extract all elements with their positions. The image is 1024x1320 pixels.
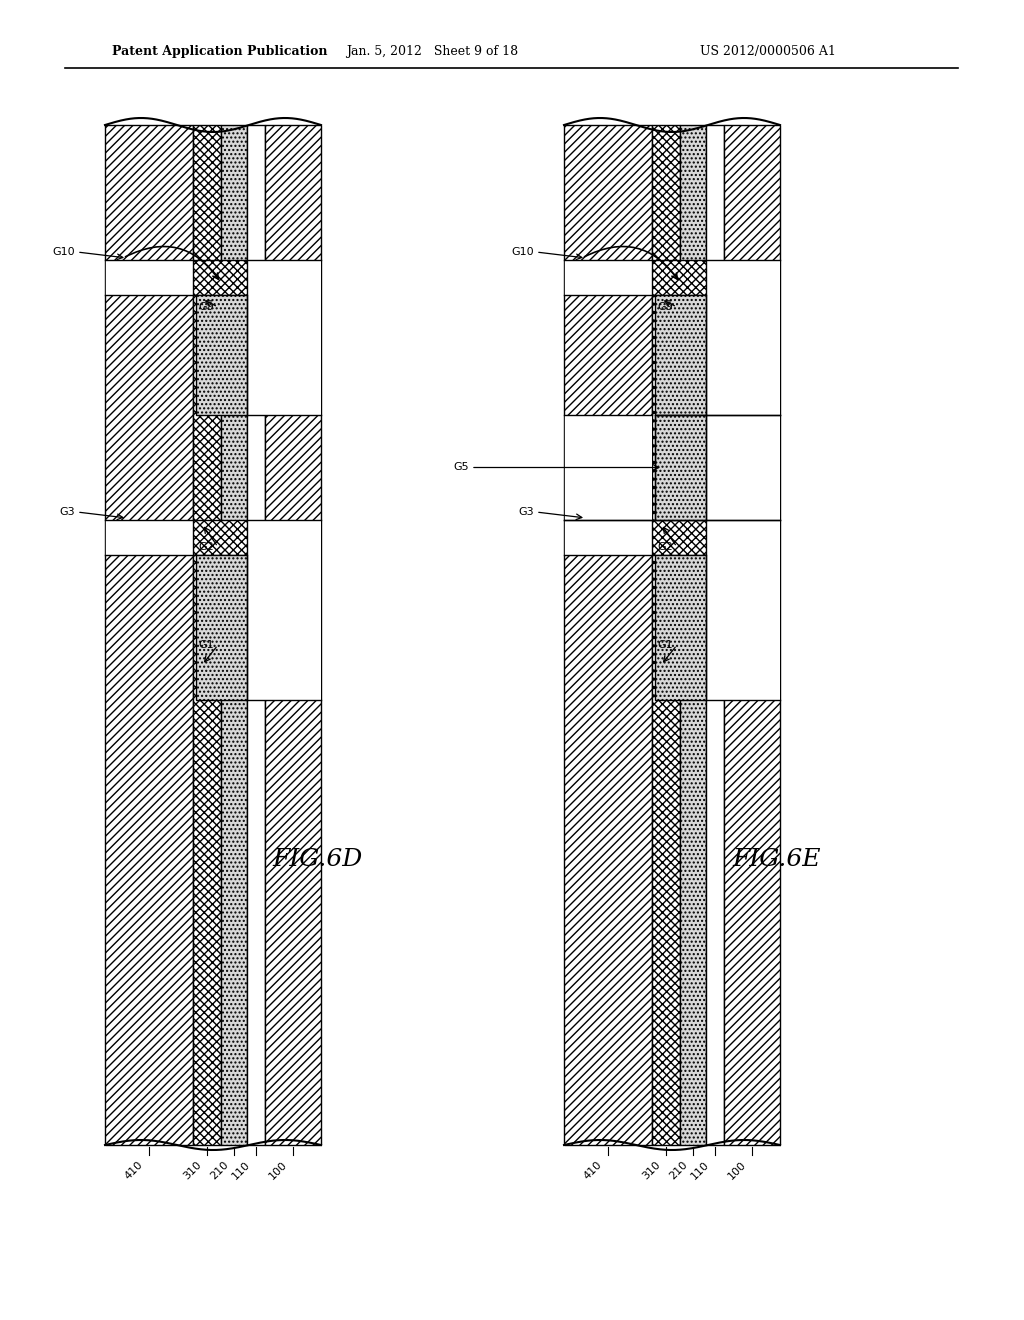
Text: G1: G1 [198,640,214,649]
Bar [193,125,221,1144]
Bar [564,125,652,1144]
Bar [652,260,706,294]
Bar [655,554,706,700]
Text: G10: G10 [52,247,75,257]
Bar [652,125,680,1144]
Bar [706,125,724,1144]
Bar [221,125,247,1144]
Bar [193,520,247,554]
Bar [564,520,652,554]
Bar [655,414,706,520]
Bar [247,260,321,414]
Text: G2: G2 [198,543,214,552]
Text: G1: G1 [657,640,673,649]
Text: 210: 210 [208,1159,230,1181]
Bar [655,294,706,414]
Text: FIG.6D: FIG.6D [272,849,364,871]
Bar [196,554,247,700]
Text: 310: 310 [181,1159,203,1181]
Text: G5: G5 [454,462,469,473]
Bar [265,125,321,1144]
Text: G2: G2 [657,543,673,552]
Text: G3: G3 [59,507,75,517]
Text: Jan. 5, 2012   Sheet 9 of 18: Jan. 5, 2012 Sheet 9 of 18 [346,45,518,58]
Text: US 2012/0000506 A1: US 2012/0000506 A1 [700,45,836,58]
Text: FIG.6E: FIG.6E [733,849,821,871]
Bar [247,520,321,700]
Bar [105,125,193,1144]
Text: G3: G3 [518,507,534,517]
Text: 100: 100 [267,1159,289,1181]
Bar [564,260,652,294]
Bar [193,260,247,294]
Bar [105,520,193,554]
Text: 410: 410 [582,1159,604,1181]
Bar [724,125,780,1144]
Bar [196,294,247,414]
Bar [706,520,780,700]
Text: 110: 110 [230,1159,252,1181]
Bar [680,125,706,1144]
Bar [652,520,706,554]
Text: G9: G9 [198,302,214,312]
Text: G10: G10 [511,247,534,257]
Text: 210: 210 [667,1159,689,1181]
Bar [706,260,780,414]
Bar [564,414,652,520]
Text: 100: 100 [726,1159,748,1181]
Bar [247,125,265,1144]
Text: Patent Application Publication: Patent Application Publication [112,45,328,58]
Text: 410: 410 [123,1159,145,1181]
Bar [105,260,193,294]
Text: G9: G9 [657,302,673,312]
Bar [706,414,780,520]
Text: 110: 110 [689,1159,711,1181]
Text: 310: 310 [640,1159,662,1181]
